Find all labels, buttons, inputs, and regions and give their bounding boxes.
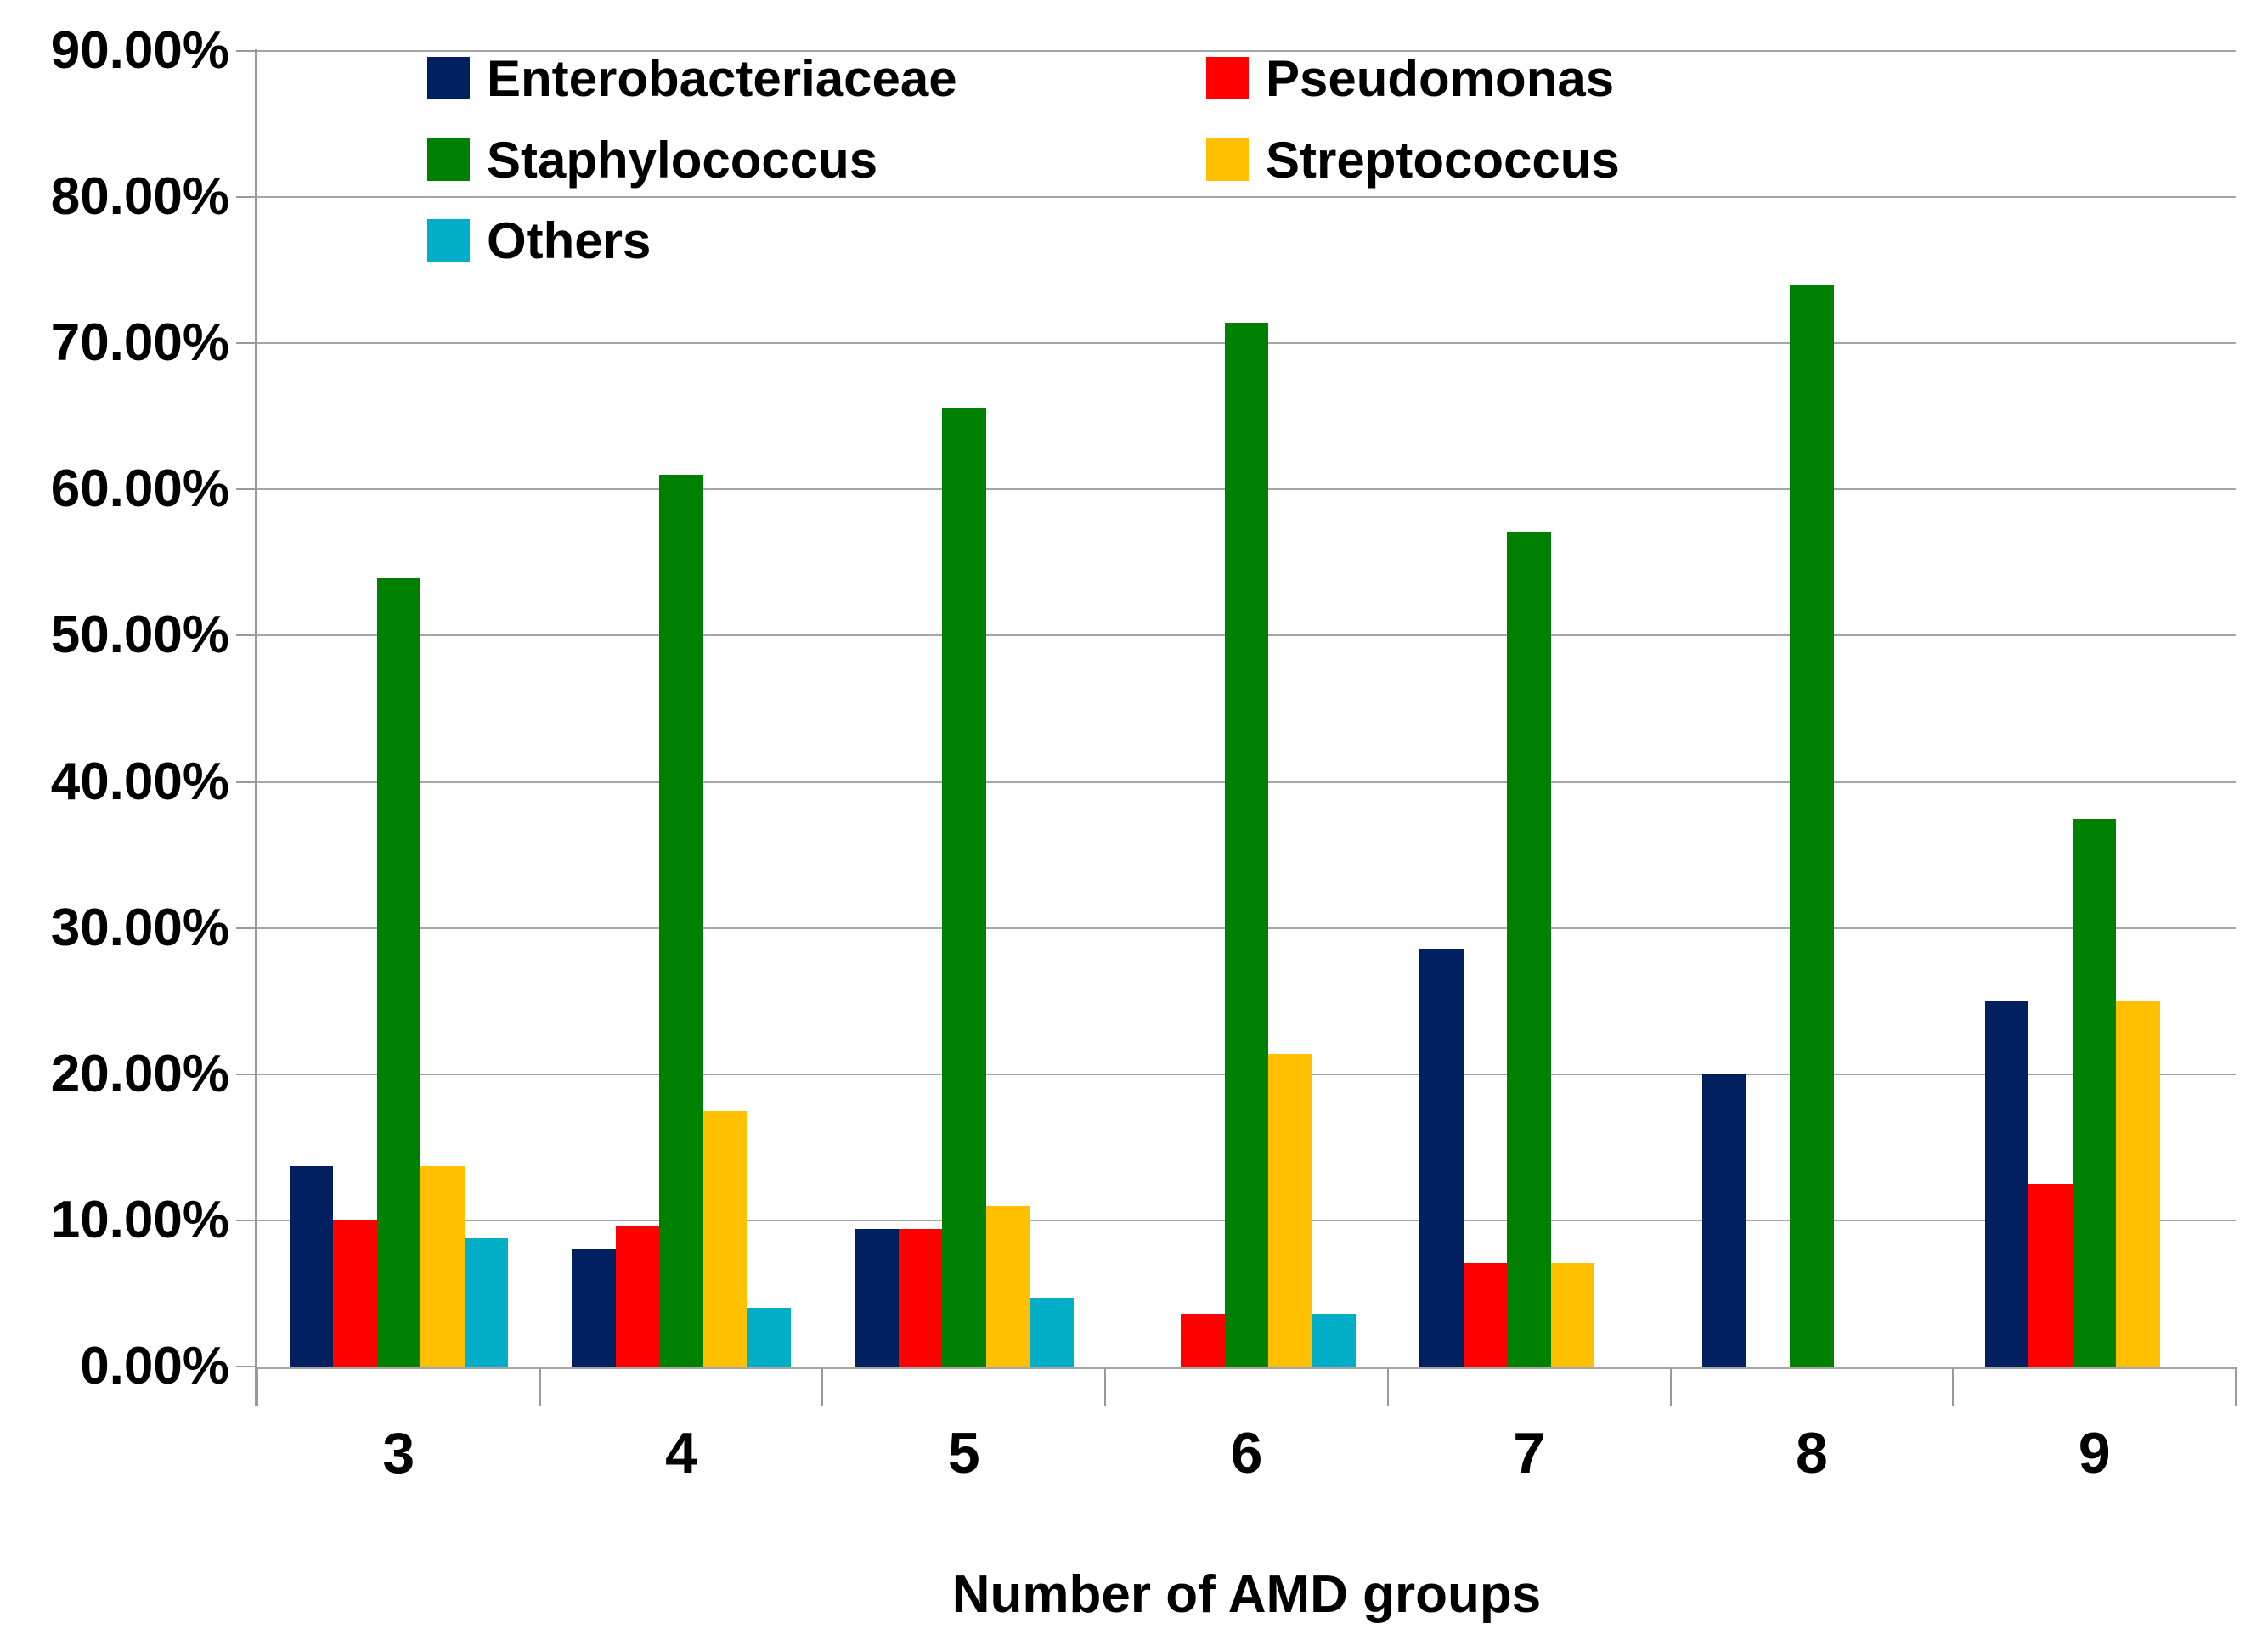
y-axis-tick bbox=[236, 196, 255, 199]
y-tick-label: 10.00% bbox=[50, 1190, 229, 1249]
y-axis-tick bbox=[236, 1219, 255, 1221]
legend-swatch-icon bbox=[427, 138, 470, 181]
y-axis-tick bbox=[236, 781, 255, 783]
x-tick-label-4: 4 bbox=[665, 1421, 697, 1485]
bar-others-group-5 bbox=[1030, 1298, 1074, 1367]
x-tick-label-3: 3 bbox=[382, 1421, 415, 1485]
legend-label: Staphylococcus bbox=[487, 131, 878, 189]
bar-streptococcus-group-6 bbox=[1268, 1053, 1312, 1367]
y-axis-tick bbox=[236, 634, 255, 637]
legend-item-others: Others bbox=[427, 211, 652, 269]
legend-label: Enterobacteriaceae bbox=[487, 49, 957, 107]
y-axis-line bbox=[255, 49, 257, 1406]
bar-enterobacteriaceae-group-4 bbox=[572, 1249, 616, 1367]
y-axis-tick bbox=[236, 50, 255, 52]
plot-area bbox=[257, 50, 2236, 1369]
y-tick-label: 0.00% bbox=[80, 1337, 229, 1395]
x-axis-tick bbox=[539, 1367, 541, 1406]
bar-pseudomonas-group-3 bbox=[333, 1220, 377, 1367]
legend-item-pseudomonas: Pseudomonas bbox=[1206, 49, 1615, 107]
bar-staphylococcus-group-6 bbox=[1224, 323, 1269, 1367]
x-tick-label-7: 7 bbox=[1513, 1421, 1546, 1485]
x-axis-title: Number of AMD groups bbox=[951, 1565, 1542, 1624]
y-axis-tick bbox=[236, 927, 255, 929]
bar-others-group-6 bbox=[1312, 1314, 1357, 1367]
x-tick-label-6: 6 bbox=[1230, 1421, 1263, 1485]
x-tick-label-5: 5 bbox=[947, 1421, 980, 1485]
bar-enterobacteriaceae-group-7 bbox=[1419, 948, 1464, 1367]
legend-item-streptococcus: Streptococcus bbox=[1206, 131, 1620, 189]
x-axis-tick bbox=[257, 1367, 258, 1406]
y-tick-label: 80.00% bbox=[50, 167, 229, 227]
x-tick-label-8: 8 bbox=[1796, 1421, 1828, 1485]
bar-pseudomonas-group-7 bbox=[1463, 1262, 1508, 1367]
legend-item-enterobacteriaceae: Enterobacteriaceae bbox=[427, 49, 957, 107]
y-tick-label: 20.00% bbox=[50, 1044, 229, 1103]
bar-streptococcus-group-4 bbox=[702, 1110, 748, 1367]
x-axis-tick bbox=[821, 1367, 824, 1406]
legend-label: Streptococcus bbox=[1266, 131, 1620, 189]
bar-streptococcus-group-7 bbox=[1550, 1262, 1595, 1367]
legend-swatch-icon bbox=[1206, 138, 1249, 181]
bar-enterobacteriaceae-group-3 bbox=[289, 1166, 334, 1367]
legend-swatch-icon bbox=[1206, 57, 1249, 99]
y-tick-label: 60.00% bbox=[50, 459, 229, 519]
y-axis-tick bbox=[236, 1366, 255, 1367]
bar-enterobacteriaceae-group-9 bbox=[1984, 1000, 2029, 1367]
y-tick-label: 90.00% bbox=[50, 21, 229, 80]
bar-streptococcus-group-5 bbox=[985, 1205, 1030, 1367]
x-axis-tick bbox=[2235, 1367, 2237, 1406]
x-tick-label-9: 9 bbox=[2078, 1421, 2111, 1485]
y-tick-label: 50.00% bbox=[50, 606, 229, 665]
x-axis-tick bbox=[1104, 1367, 1107, 1406]
bar-pseudomonas-group-4 bbox=[615, 1226, 660, 1367]
y-axis-tick bbox=[236, 342, 255, 345]
bar-others-group-4 bbox=[747, 1308, 791, 1367]
bar-staphylococcus-group-8 bbox=[1790, 285, 1834, 1367]
legend-item-staphylococcus: Staphylococcus bbox=[427, 131, 878, 189]
bar-enterobacteriaceae-group-8 bbox=[1702, 1074, 1746, 1367]
bar-pseudomonas-group-9 bbox=[2028, 1183, 2073, 1367]
y-tick-label: 40.00% bbox=[50, 752, 229, 811]
bar-pseudomonas-group-5 bbox=[898, 1229, 943, 1367]
legend-swatch-icon bbox=[427, 219, 470, 262]
legend-label: Pseudomonas bbox=[1266, 49, 1615, 107]
bar-others-group-3 bbox=[464, 1237, 509, 1367]
bar-enterobacteriaceae-group-5 bbox=[855, 1229, 899, 1367]
bar-staphylococcus-group-9 bbox=[2072, 818, 2117, 1367]
bar-staphylococcus-group-7 bbox=[1507, 532, 1551, 1367]
legend-label: Others bbox=[487, 211, 652, 269]
x-axis-tick bbox=[1952, 1367, 1955, 1406]
bar-pseudomonas-group-6 bbox=[1181, 1314, 1225, 1367]
bar-staphylococcus-group-3 bbox=[376, 577, 421, 1367]
bar-streptococcus-group-3 bbox=[420, 1166, 465, 1367]
y-axis-tick bbox=[236, 488, 255, 491]
x-axis-tick bbox=[1386, 1367, 1389, 1406]
gridline bbox=[257, 50, 2236, 52]
x-axis-line bbox=[257, 1367, 2236, 1369]
x-axis-tick bbox=[1669, 1367, 1672, 1406]
y-tick-label: 30.00% bbox=[50, 898, 229, 957]
y-tick-label: 70.00% bbox=[50, 313, 229, 373]
bar-streptococcus-group-9 bbox=[2116, 1000, 2160, 1367]
bar-staphylococcus-group-4 bbox=[659, 475, 703, 1367]
gridline bbox=[257, 196, 2236, 199]
legend-swatch-icon bbox=[427, 57, 470, 99]
y-axis-tick bbox=[236, 1073, 255, 1075]
bar-staphylococcus-group-5 bbox=[942, 407, 986, 1367]
